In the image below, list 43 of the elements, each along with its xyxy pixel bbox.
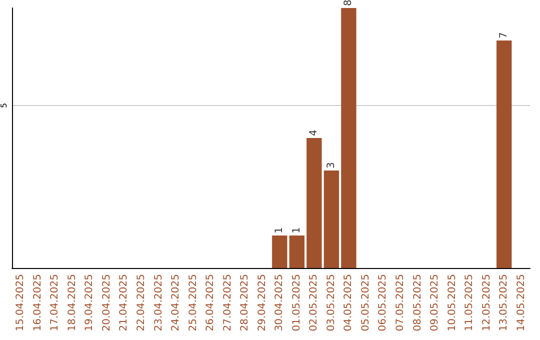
x-tick-label: 13.05.2025 xyxy=(498,274,510,332)
x-tick-label: 06.05.2025 xyxy=(378,274,389,332)
x-tick-label: 07.05.2025 xyxy=(395,274,406,332)
x-tick-label: 23.04.2025 xyxy=(153,274,164,332)
x-tick-label: 29.04.2025 xyxy=(256,274,268,332)
x-tick-label: 25.04.2025 xyxy=(188,274,199,332)
bar xyxy=(289,236,304,268)
x-tick-label: 18.04.2025 xyxy=(66,274,78,332)
x-tick-label: 01.05.2025 xyxy=(291,274,302,332)
x-tick-label: 02.05.2025 xyxy=(308,274,320,332)
x-tick-label: 04.05.2025 xyxy=(343,274,354,332)
x-tick-label: 17.04.2025 xyxy=(50,274,61,332)
x-tick-label: 08.05.2025 xyxy=(412,274,424,332)
data-label: 7 xyxy=(498,32,510,38)
x-tick-label: 15.04.2025 xyxy=(15,274,26,332)
x-tick-label: 19.04.2025 xyxy=(84,274,96,332)
data-label: 1 xyxy=(291,227,302,234)
data-label: 4 xyxy=(308,130,320,136)
x-tick-label: 24.04.2025 xyxy=(170,274,182,332)
x-tick-label: 21.04.2025 xyxy=(118,274,130,332)
x-tick-label: 27.04.2025 xyxy=(222,274,234,332)
x-tick-label: 22.04.2025 xyxy=(136,274,147,332)
data-label: 3 xyxy=(326,162,337,168)
bar xyxy=(496,40,512,268)
x-tick-label: 11.05.2025 xyxy=(464,274,476,332)
data-label: 8 xyxy=(343,0,354,6)
data-label: 1 xyxy=(274,227,286,234)
bar xyxy=(324,170,340,268)
x-tick-label: 12.05.2025 xyxy=(481,274,492,332)
x-tick-label: 10.05.2025 xyxy=(446,274,458,332)
x-tick-label: 16.04.2025 xyxy=(32,274,44,332)
bar xyxy=(306,138,322,268)
x-tick-label: 28.04.2025 xyxy=(240,274,251,332)
x-tick-label: 26.04.2025 xyxy=(205,274,216,332)
x-tick-label: 14.05.2025 xyxy=(516,274,527,332)
bar xyxy=(341,8,356,268)
x-tick-label: 03.05.2025 xyxy=(326,274,337,332)
x-tick-label: 30.04.2025 xyxy=(274,274,286,332)
x-tick-label: 09.05.2025 xyxy=(430,274,441,332)
x-tick-label: 20.04.2025 xyxy=(101,274,112,332)
bar xyxy=(272,236,288,268)
x-tick-label: 05.05.2025 xyxy=(360,274,372,332)
y-tick-label: 5 xyxy=(0,102,8,108)
